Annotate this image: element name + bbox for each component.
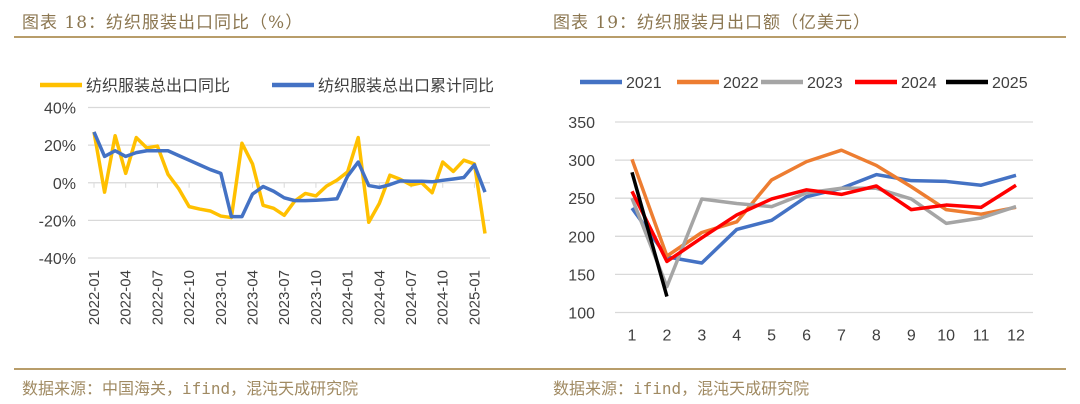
y-tick-label: 350 xyxy=(568,115,595,132)
x-tick-label: 11 xyxy=(973,328,990,345)
top-rule xyxy=(14,36,1066,38)
x-tick-label: 2023-04 xyxy=(245,270,262,325)
y-tick-label: 250 xyxy=(568,191,595,208)
x-tick-label: 2024-07 xyxy=(403,270,420,325)
y-tick-label: 150 xyxy=(568,267,595,284)
y-tick-label: -40% xyxy=(39,251,76,268)
legend-label: 2022 xyxy=(723,75,759,92)
legend-label: 纺织服装总出口同比 xyxy=(86,77,230,95)
figure-19-title: 图表 19：纺织服装月出口额（亿美元） xyxy=(553,13,872,33)
y-tick-label: 0% xyxy=(53,176,76,193)
x-tick-label: 2022-04 xyxy=(118,270,135,325)
x-tick-label: 2024-04 xyxy=(371,270,388,325)
x-tick-label: 6 xyxy=(802,328,811,345)
x-tick-label: 2024-10 xyxy=(435,270,452,325)
x-tick-label: 10 xyxy=(937,328,955,345)
x-tick-label: 9 xyxy=(907,328,916,345)
series-line-2025 xyxy=(630,171,669,297)
x-tick-label: 2025-01 xyxy=(466,270,483,325)
y-tick-label: 300 xyxy=(568,153,595,170)
x-tick-label: 3 xyxy=(697,328,706,345)
x-tick-label: 4 xyxy=(732,328,741,345)
legend-label: 2023 xyxy=(807,75,843,92)
x-tick-label: 2022-07 xyxy=(149,270,166,325)
x-tick-label: 1 xyxy=(628,328,637,345)
x-tick-label: 5 xyxy=(767,328,776,345)
y-tick-label: -20% xyxy=(39,213,76,230)
x-tick-label: 2024-01 xyxy=(340,270,357,325)
legend-label: 2021 xyxy=(626,75,662,92)
series-line-纺织服装总出口累计同比 xyxy=(92,131,487,219)
legend-label: 2025 xyxy=(992,75,1028,92)
x-tick-label: 2 xyxy=(662,328,671,345)
figure-18-title: 图表 18：纺织服装出口同比（%） xyxy=(22,13,304,33)
legend-label: 纺织服装总出口累计同比 xyxy=(318,77,494,95)
figure-18-source: 数据来源：中国海关，ifind，混沌天成研究院 xyxy=(22,379,359,398)
x-tick-label: 2023-07 xyxy=(276,270,293,325)
series-line-2024 xyxy=(630,183,1017,264)
x-tick-label: 12 xyxy=(1007,328,1025,345)
x-tick-label: 8 xyxy=(872,328,881,345)
x-tick-label: 2023-01 xyxy=(213,270,230,325)
y-tick-label: 100 xyxy=(568,306,595,323)
x-tick-label: 7 xyxy=(837,328,846,345)
x-tick-label: 2023-10 xyxy=(308,270,325,325)
legend-label: 2024 xyxy=(901,75,937,92)
y-tick-label: 40% xyxy=(44,101,76,118)
bottom-rule xyxy=(14,368,1066,370)
series-line-2022 xyxy=(630,148,1017,258)
series-line-2021 xyxy=(630,172,1017,265)
y-tick-label: 20% xyxy=(44,138,76,155)
x-tick-label: 2022-10 xyxy=(181,270,198,325)
figure-19-source: 数据来源：ifind，混沌天成研究院 xyxy=(553,379,810,398)
x-tick-label: 2022-01 xyxy=(86,270,103,325)
series-line-2023 xyxy=(630,186,1017,289)
y-tick-label: 200 xyxy=(568,229,595,246)
